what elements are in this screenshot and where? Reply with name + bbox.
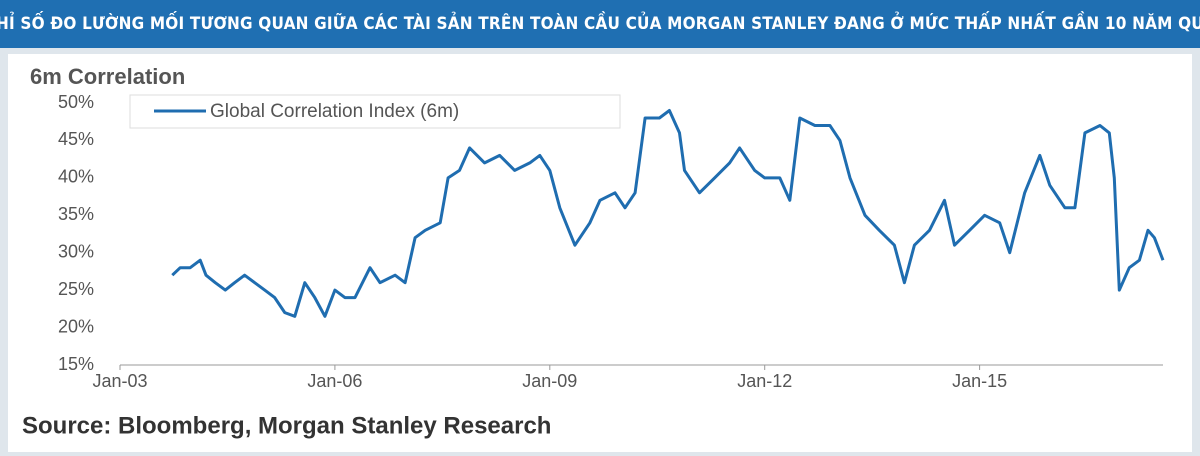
x-tick-label: Jan-15: [952, 371, 1007, 391]
y-tick-label: 40%: [58, 167, 94, 187]
y-tick-label: 25%: [58, 279, 94, 299]
x-tick-label: Jan-06: [307, 371, 362, 391]
source: Source: Bloomberg, Morgan Stanley Resear…: [22, 412, 551, 439]
y-tick-label: 50%: [58, 92, 94, 112]
y-tick-label: 45%: [58, 129, 94, 149]
line: [171, 109, 1165, 318]
chart: 6m Correlation Source: Bloomberg, Morgan…: [22, 64, 1165, 439]
x-tick-label: Jan-09: [522, 371, 577, 391]
legend-box: [129, 94, 621, 129]
y-tick-label: 35%: [58, 204, 94, 224]
x-tick-label: Jan-03: [92, 371, 147, 391]
banner: CHỈ SỐ ĐO LƯỜNG MỐI TƯƠNG QUAN GIỮA CÁC …: [0, 0, 1200, 48]
legend-label: Global Correlation Index (6m): [210, 101, 459, 122]
chart-panel: 6m Correlation Source: Bloomberg, Morgan…: [8, 54, 1192, 452]
chart-title: 6m Correlation: [30, 64, 185, 89]
x-tick-label: Jan-12: [737, 371, 792, 391]
y-tick-label: 15%: [58, 354, 94, 374]
y-tick-label: 30%: [58, 241, 94, 261]
y-tick-label: 20%: [58, 316, 94, 336]
